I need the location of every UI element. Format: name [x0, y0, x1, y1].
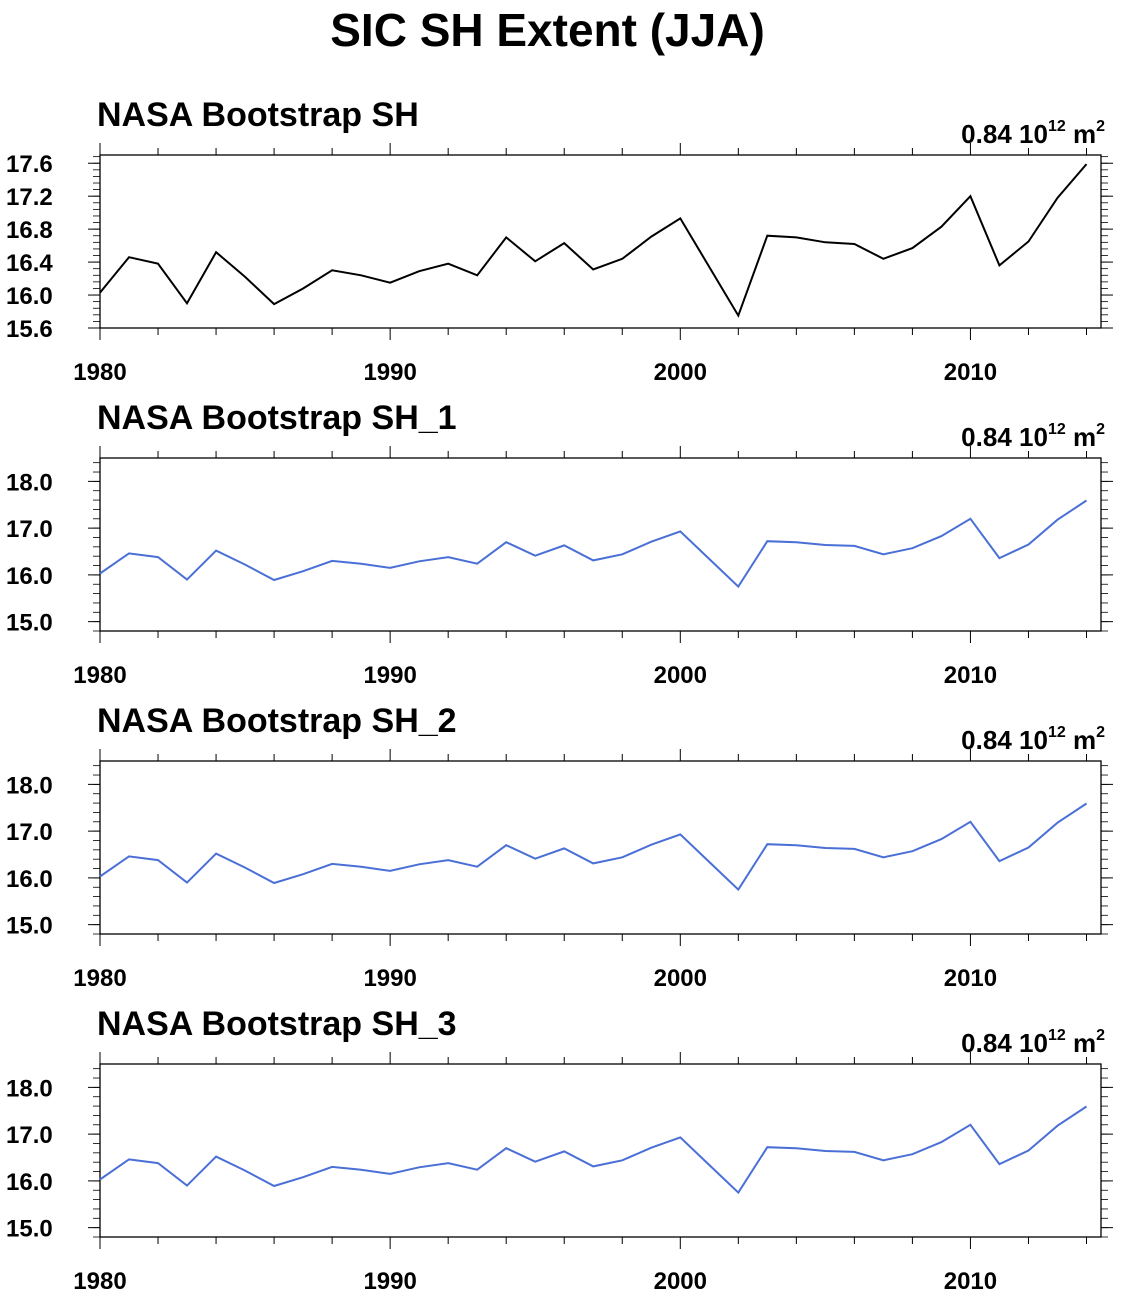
series-line — [99, 802, 1088, 892]
x-tick-label: 1980 — [73, 1268, 126, 1295]
chart-panel: NASA Bootstrap SH_3 0.84 1012 m2 1980 199… — [0, 1004, 1131, 1304]
line-chart: 1980 1990 2000 2010 15.6 16.0 16.4 16.8 17.2 17.6 — [6, 143, 1113, 386]
y-tick-label: 16.0 — [6, 866, 53, 893]
panel-title: NASA Bootstrap SH_2 — [97, 702, 457, 740]
x-tick-label: 1980 — [73, 662, 126, 689]
units-value: 0.84 — [961, 422, 1012, 452]
figure-title: SIC SH Extent (JJA) — [330, 4, 765, 56]
x-tick-label: 1990 — [363, 1268, 416, 1295]
line-chart: 1980 1990 2000 2010 15.0 16.0 17.0 18.0 — [6, 749, 1113, 992]
y-tick-label: 17.0 — [6, 819, 53, 846]
x-tick-label: 1980 — [73, 359, 126, 386]
units-unit-exponent: 2 — [1096, 118, 1105, 135]
plot-frame — [99, 457, 1102, 632]
panel-units: 0.84 1012 m2 — [961, 1018, 1105, 1061]
x-tick-label: 2010 — [944, 662, 997, 689]
y-tick-label: 16.8 — [6, 217, 53, 244]
series-line — [99, 499, 1088, 589]
x-tick-label: 2000 — [654, 965, 707, 992]
series-line — [99, 163, 1088, 318]
units-base: 10 — [1019, 1028, 1048, 1058]
units-exponent: 12 — [1047, 724, 1066, 741]
panel-title: NASA Bootstrap SH_1 — [97, 399, 457, 437]
plot-frame — [99, 154, 1102, 329]
y-tick-label: 15.0 — [6, 610, 53, 637]
chart-panel: NASA Bootstrap SH 0.84 1012 m2 1980 1990 2… — [0, 95, 1131, 395]
units-value: 0.84 — [961, 119, 1012, 149]
y-tick-label: 16.0 — [6, 563, 53, 590]
units-base: 10 — [1019, 725, 1048, 755]
units-unit: m — [1072, 422, 1097, 452]
x-tick-label: 2000 — [654, 1268, 707, 1295]
y-tick-label: 16.0 — [6, 283, 53, 310]
y-tick-label: 17.0 — [6, 516, 53, 543]
panel-title: NASA Bootstrap SH — [97, 96, 419, 134]
x-tick-label: 1990 — [363, 359, 416, 386]
units-unit-exponent: 2 — [1096, 724, 1105, 741]
chart-panel: NASA Bootstrap SH_1 0.84 1012 m2 1980 199… — [0, 398, 1131, 698]
y-tick-label: 15.0 — [6, 1216, 53, 1243]
y-tick-label: 15.6 — [6, 316, 53, 343]
panel-units: 0.84 1012 m2 — [961, 715, 1105, 758]
plot-frame — [99, 760, 1102, 935]
y-tick-label: 16.4 — [6, 250, 53, 277]
chart-panel: NASA Bootstrap SH_2 0.84 1012 m2 1980 199… — [0, 701, 1131, 1001]
units-unit-exponent: 2 — [1096, 1027, 1105, 1044]
y-tick-label: 18.0 — [6, 469, 53, 496]
units-base: 10 — [1019, 119, 1048, 149]
units-exponent: 12 — [1047, 118, 1066, 135]
y-tick-label: 18.0 — [6, 1075, 53, 1102]
x-tick-label: 1990 — [363, 965, 416, 992]
units-unit: m — [1072, 1028, 1097, 1058]
y-tick-label: 17.0 — [6, 1122, 53, 1149]
x-tick-label: 1980 — [73, 965, 126, 992]
y-tick-label: 18.0 — [6, 772, 53, 799]
x-tick-label: 2010 — [944, 359, 997, 386]
y-tick-label: 17.6 — [6, 151, 53, 178]
x-tick-label: 1990 — [363, 662, 416, 689]
x-tick-label: 2010 — [944, 1268, 997, 1295]
units-value: 0.84 — [961, 1028, 1012, 1058]
units-unit: m — [1072, 725, 1097, 755]
line-chart: 1980 1990 2000 2010 15.0 16.0 17.0 18.0 — [6, 1052, 1113, 1295]
units-value: 0.84 — [961, 725, 1012, 755]
x-tick-label: 2000 — [654, 662, 707, 689]
series-line — [99, 1105, 1088, 1195]
units-unit: m — [1072, 119, 1097, 149]
line-chart: 1980 1990 2000 2010 15.0 16.0 17.0 18.0 — [6, 446, 1113, 689]
units-unit-exponent: 2 — [1096, 421, 1105, 438]
units-exponent: 12 — [1047, 1027, 1066, 1044]
panel-units: 0.84 1012 m2 — [961, 412, 1105, 455]
x-tick-label: 2000 — [654, 359, 707, 386]
panel-units: 0.84 1012 m2 — [961, 109, 1105, 152]
y-tick-label: 16.0 — [6, 1169, 53, 1196]
panel-title: NASA Bootstrap SH_3 — [97, 1005, 457, 1043]
units-base: 10 — [1019, 422, 1048, 452]
x-tick-label: 2010 — [944, 965, 997, 992]
plot-frame — [99, 1063, 1102, 1238]
y-tick-label: 15.0 — [6, 913, 53, 940]
y-tick-label: 17.2 — [6, 184, 53, 211]
units-exponent: 12 — [1047, 421, 1066, 438]
